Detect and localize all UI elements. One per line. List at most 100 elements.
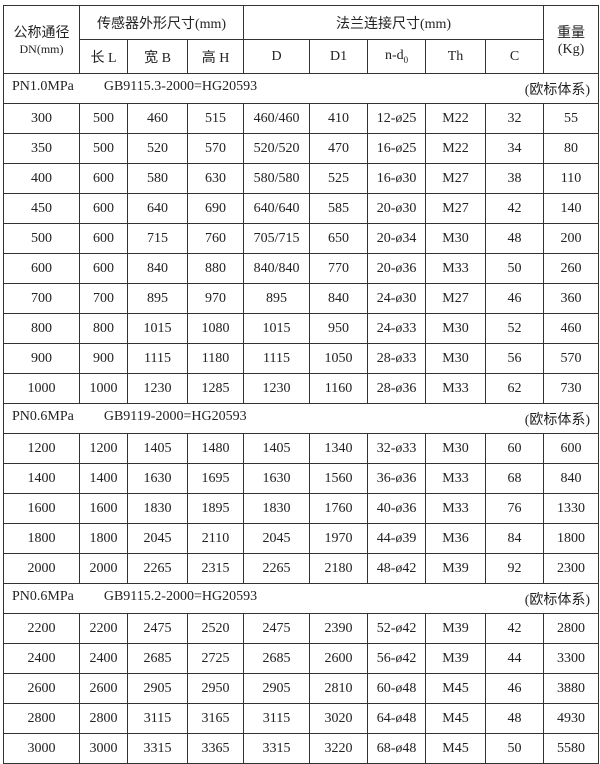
header-weight-label: 重量 [557,25,586,41]
section-pressure: PN0.6MPa [12,588,74,604]
table-cell: 40-ø36 [367,493,427,524]
table-cell: 260 [543,253,600,284]
table-cell: 2905 [243,673,311,704]
header-col-l: 长 L [79,39,128,74]
table-cell: 24-ø30 [367,283,427,314]
table-cell: 64-ø48 [367,703,427,734]
table-row: 450 600 640 690 640/640 585 20-ø30 M27 42 140 [3,193,600,224]
table-cell: 1895 [186,493,245,524]
table-cell: M30 [425,313,487,344]
table-cell: 56 [485,343,545,374]
table-cell: M33 [425,493,487,524]
table-cell: M22 [425,133,487,164]
table-cell: 515 [186,103,245,134]
table-cell: 450 [3,193,80,224]
table-cell: 2400 [79,643,128,674]
table-row: 600 600 840 880 840/840 770 20-ø36 M33 50 260 [3,253,600,284]
table-cell: 1760 [309,493,369,524]
section-system: (欧标体系) [524,412,591,428]
table-cell: 60 [485,433,545,464]
table-cell: 1015 [127,313,188,344]
header-weight-unit: (Kg) [557,41,585,57]
table-cell: 2600 [309,643,369,674]
table-cell: 800 [79,313,128,344]
table-cell: 640/640 [243,193,311,224]
table-cell: M27 [425,283,487,314]
table-cell: 3315 [243,733,311,764]
table-cell: 2200 [3,613,80,644]
table-cell: 50 [485,733,545,764]
table-cell: 360 [543,283,600,314]
table-cell: M39 [425,643,487,674]
table-cell: 1405 [127,433,188,464]
table-cell: M33 [425,373,487,404]
table-cell: 55 [543,103,600,134]
table-row: 1800 1800 2045 2110 2045 1970 44-ø39 M36 84 1800 [3,523,600,554]
section-standard: GB9119-2000=HG20593 [103,408,247,424]
table-cell: 600 [79,193,128,224]
table-cell: 48 [485,703,545,734]
table-cell: 3165 [186,703,245,734]
table-cell: 2800 [3,703,80,734]
table-cell: 48 [485,223,545,254]
table-cell: 840 [127,253,188,284]
table-cell: 68 [485,463,545,494]
header-dn: 公称通径 DN(mm) [3,5,80,74]
table-cell: 1830 [127,493,188,524]
table-cell: 1800 [543,523,600,554]
header-col-c: C [485,39,545,74]
table-cell: 2725 [186,643,245,674]
table-cell: 950 [309,313,369,344]
table-cell: 50 [485,253,545,284]
table-cell: 1160 [309,373,369,404]
table-cell: 34 [485,133,545,164]
table-cell: 600 [3,253,80,284]
table-cell: 12-ø25 [367,103,427,134]
table-cell: 570 [186,133,245,164]
table-row: 1200 1200 1405 1480 1405 1340 32-ø33 M30 60 600 [3,433,600,464]
table-cell: M30 [425,433,487,464]
table-cell: 32 [485,103,545,134]
table-cell: 600 [543,433,600,464]
table-row: 1600 1600 1830 1895 1830 1760 40-ø36 M33 76 1330 [3,493,600,524]
table-cell: 900 [3,343,80,374]
section-system: (欧标体系) [524,82,591,98]
table-cell: 1800 [3,523,80,554]
table-cell: 2950 [186,673,245,704]
table-row: 2200 2200 2475 2520 2475 2390 52-ø42 M39 42 2800 [3,613,600,644]
table-cell: M22 [425,103,487,134]
table-cell: 2810 [309,673,369,704]
table-cell: 700 [3,283,80,314]
table-row: 700 700 895 970 895 840 24-ø30 M27 46 360 [3,283,600,314]
table-cell: 32-ø33 [367,433,427,464]
section-pressure: PN0.6MPa [12,408,74,424]
table-cell: 640 [127,193,188,224]
table-cell: 520 [127,133,188,164]
table-cell: 1405 [243,433,311,464]
table-cell: 2600 [79,673,128,704]
table-cell: M36 [425,523,487,554]
table-cell: M30 [425,223,487,254]
table-cell: 630 [186,163,245,194]
table-cell: 840 [309,283,369,314]
table-row: 300 500 460 515 460/460 410 12-ø25 M22 32 55 [3,103,600,134]
table-cell: 2475 [127,613,188,644]
table-cell: 1630 [127,463,188,494]
table-cell: 1230 [243,373,311,404]
table-cell: 580/580 [243,163,311,194]
table-cell: 2905 [127,673,188,704]
table-cell: 1400 [79,463,128,494]
header-col-nd0-sub: 0 [403,54,409,65]
table-cell: 2265 [127,553,188,584]
section-pressure: PN1.0MPa [12,78,74,94]
section-header: PN0.6MPa GB9119-2000=HG20593 (欧标体系) [2,403,600,434]
table-cell: 1285 [186,373,245,404]
table-cell: 2045 [243,523,311,554]
table-cell: 16-ø30 [367,163,427,194]
table-cell: 400 [3,163,80,194]
header-col-b: 宽 B [127,39,188,74]
table-cell: 1200 [79,433,128,464]
table-cell: 2520 [186,613,245,644]
header-dn-label: 公称通径 [13,26,70,41]
table-cell: 16-ø25 [367,133,427,164]
